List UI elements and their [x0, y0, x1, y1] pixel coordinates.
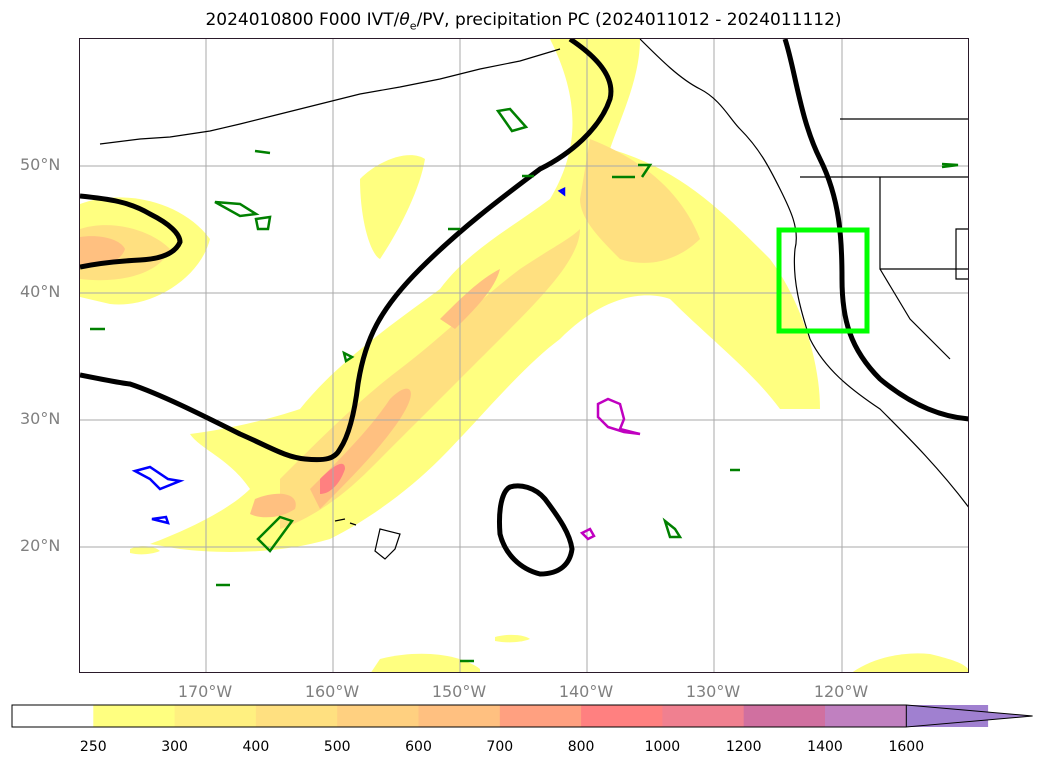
lat-label-40n: 40°N: [20, 282, 61, 301]
lon-label-140w: 140°W: [558, 682, 614, 701]
colorbar-segment: [825, 705, 907, 727]
colorbar-tick-label: 700: [486, 739, 514, 755]
colorbar-tick-label: 250: [79, 739, 107, 755]
colorbar-tick-label: 800: [567, 739, 595, 755]
lon-label-160w: 160°W: [304, 682, 360, 701]
map-panel: [79, 38, 969, 673]
pv-contours: [80, 39, 968, 577]
colorbar-segment: [662, 705, 745, 727]
colorbar-tick-label: 400: [242, 739, 270, 755]
lon-label-150w: 150°W: [431, 682, 487, 701]
lat-label-50n: 50°N: [20, 155, 61, 174]
lat-label-30n: 30°N: [20, 409, 61, 428]
map-canvas: [80, 39, 968, 672]
blue-contours: [131, 186, 566, 525]
colorbar-segment: [337, 705, 419, 727]
colorbar-segment: [93, 705, 176, 727]
colorbar-tick-label: 1400: [807, 739, 843, 755]
lon-label-120w: 120°W: [813, 682, 869, 701]
ivt-shading: [80, 39, 968, 672]
magenta-contours: [579, 397, 641, 541]
colorbar-tick-label: 500: [323, 739, 351, 755]
colorbar-segment: [174, 705, 257, 727]
figure-title: 2024010800 F000 IVT/θe/PV, precipitation…: [205, 10, 842, 33]
colorbar-segment: [499, 705, 582, 727]
target-box: [776, 227, 870, 334]
colorbar-segment: [743, 705, 826, 727]
colorbar-tick-label: 600: [405, 739, 432, 755]
colorbar-border: [11, 704, 907, 728]
colorbar-segment: [581, 705, 663, 727]
colorbar-tick-label: 300: [161, 739, 188, 755]
colorbar-tick-label: 1200: [725, 739, 762, 755]
colorbar-segment: [255, 705, 338, 727]
colorbar: [11, 704, 1033, 728]
coastlines: [99, 39, 968, 560]
green-contours: [90, 107, 959, 663]
lat-label-20n: 20°N: [20, 536, 61, 555]
colorbar-tick-label: 1600: [888, 739, 925, 755]
colorbar-segment: [418, 705, 501, 727]
graticule: [80, 39, 968, 672]
colorbar-tick-label: 1000: [644, 739, 681, 755]
lon-label-170w: 170°W: [177, 682, 233, 701]
colorbar-segment: [12, 705, 94, 727]
lon-label-130w: 130°W: [685, 682, 741, 701]
colorbar-extend-arrow: [905, 704, 1033, 728]
